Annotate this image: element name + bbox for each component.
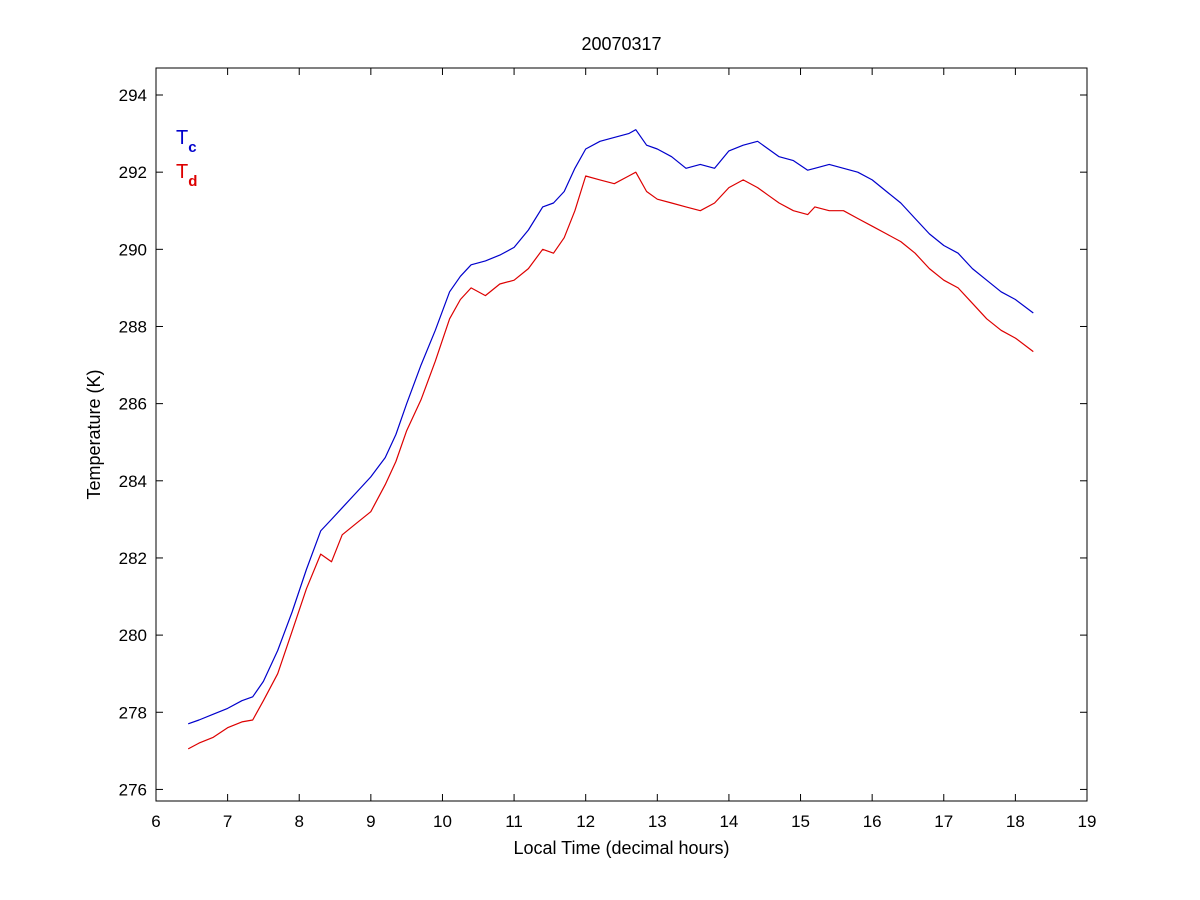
legend-entry-td: Td xyxy=(176,161,197,190)
x-tick-label: 17 xyxy=(934,812,953,831)
legend-tc-main: T xyxy=(176,127,188,149)
y-tick-label: 284 xyxy=(119,472,147,491)
x-axis-ticks: 6 7 8 9 10 11 12 13 14 15 16 17 18 19 xyxy=(151,68,1096,831)
x-tick-label: 11 xyxy=(505,812,523,831)
legend: Tc Td xyxy=(176,127,197,190)
x-tick-label: 8 xyxy=(294,812,303,831)
series-line-tc xyxy=(188,129,1034,725)
x-tick-label: 9 xyxy=(366,812,375,831)
legend-td-main: T xyxy=(176,161,188,183)
x-tick-label: 13 xyxy=(648,812,667,831)
legend-entry-tc: Tc xyxy=(176,127,197,156)
y-tick-label: 292 xyxy=(119,163,147,182)
plot-area xyxy=(155,67,1088,802)
y-tick-label: 294 xyxy=(119,86,147,105)
legend-tc-sub: c xyxy=(188,139,196,156)
chart-title: 20070317 xyxy=(581,34,661,54)
y-axis-ticks: 276 278 280 282 284 286 288 290 292 294 xyxy=(119,86,1087,799)
y-tick-label: 290 xyxy=(119,240,147,259)
x-axis-label: Local Time (decimal hours) xyxy=(513,838,729,858)
y-axis-label: Temperature (K) xyxy=(84,369,104,499)
x-tick-label: 15 xyxy=(791,812,810,831)
y-tick-label: 288 xyxy=(119,317,147,336)
x-tick-label: 7 xyxy=(223,812,232,831)
y-tick-label: 280 xyxy=(119,626,147,645)
series-layer xyxy=(187,129,1034,750)
legend-td-sub: d xyxy=(188,173,197,190)
x-tick-label: 18 xyxy=(1006,812,1025,831)
x-tick-label: 16 xyxy=(863,812,882,831)
y-tick-label: 278 xyxy=(119,703,147,722)
x-tick-label: 6 xyxy=(151,812,160,831)
x-tick-label: 10 xyxy=(433,812,452,831)
x-tick-label: 19 xyxy=(1078,812,1097,831)
x-tick-label: 12 xyxy=(576,812,595,831)
x-tick-label: 14 xyxy=(719,812,738,831)
y-tick-label: 276 xyxy=(119,780,147,799)
y-tick-label: 286 xyxy=(119,395,147,414)
y-tick-label: 282 xyxy=(119,549,147,568)
series-line-td xyxy=(187,171,1034,750)
